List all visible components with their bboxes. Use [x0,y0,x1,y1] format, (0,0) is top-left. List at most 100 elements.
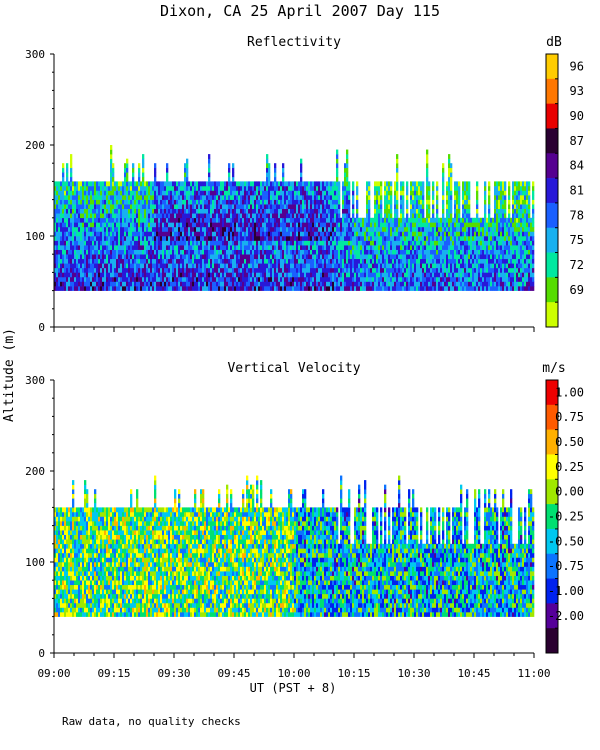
heatmap-cell [124,208,127,214]
heatmap-cell [302,272,305,278]
heatmap-cell [62,267,65,273]
heatmap-cell [378,254,381,260]
heatmap-cell [356,245,359,250]
heatmap-cell [216,181,219,187]
heatmap-cell [236,258,239,264]
heatmap-cell [126,267,129,273]
heatmap-cell [286,245,289,250]
heatmap-cell [94,222,97,228]
heatmap-cell [166,195,169,200]
heatmap-cell [326,190,329,196]
heatmap-cell [212,276,215,282]
heatmap-cell [114,267,117,273]
heatmap-cell [168,222,171,228]
heatmap-cell [452,236,455,241]
heatmap-cell [96,267,99,273]
heatmap-cell [166,272,169,278]
heatmap-cell [460,272,463,278]
heatmap-cell [462,231,465,237]
heatmap-cell [438,240,441,246]
heatmap-cell [132,231,135,237]
heatmap-cell [252,199,255,205]
heatmap-cell [222,226,225,232]
heatmap-cell [194,263,197,269]
heatmap-cell [60,226,63,232]
heatmap-cell [200,231,203,237]
heatmap-cell [186,263,189,269]
heatmap-cell [70,208,73,214]
heatmap-cell [270,226,273,232]
heatmap-cell [332,263,335,269]
heatmap-cell [96,286,99,291]
heatmap-cell [458,185,461,191]
heatmap-cell [286,208,289,214]
heatmap-cell [198,217,201,223]
heatmap-cell [348,208,351,214]
heatmap-cell [162,190,165,196]
heatmap-cell [186,163,189,169]
heatmap-cell [106,263,109,269]
heatmap-cell [372,249,375,255]
heatmap-cell [246,231,249,237]
heatmap-cell [384,195,387,200]
heatmap-cell [194,236,197,241]
heatmap-cell [428,254,431,260]
heatmap-cell [324,195,327,200]
heatmap-cell [130,213,133,219]
heatmap-cell [282,249,285,255]
heatmap-cell [396,249,399,255]
heatmap-cell [114,204,117,209]
heatmap-cell [134,195,137,200]
heatmap-cell [258,190,261,196]
heatmap-cell [252,240,255,246]
heatmap-cell [76,272,79,278]
heatmap-cell [126,204,129,209]
heatmap-cell [94,249,97,255]
heatmap-cell [102,181,105,187]
heatmap-cell [234,185,237,191]
heatmap-cell [146,222,149,228]
heatmap-cell [354,254,357,260]
heatmap-cell [406,217,409,223]
heatmap-cell [470,231,473,237]
heatmap-cell [96,272,99,278]
heatmap-cell [184,204,187,209]
heatmap-cell [182,213,185,219]
heatmap-cell [304,263,307,269]
heatmap-cell [228,195,231,200]
heatmap-cell [454,263,457,269]
heatmap-cell [374,190,377,196]
heatmap-cell [444,286,447,291]
heatmap-cell [156,181,159,187]
heatmap-cell [376,226,379,232]
heatmap-cell [88,226,91,232]
heatmap-cell [84,240,87,246]
heatmap-cell [54,254,57,260]
heatmap-cell [160,281,163,287]
heatmap-cell [332,195,335,200]
heatmap-cell [202,267,205,273]
heatmap-cell [368,267,371,273]
heatmap-cell [420,286,423,291]
heatmap-cell [168,199,171,205]
heatmap-cell [472,226,475,232]
heatmap-cell [408,231,411,237]
heatmap-cell [248,276,251,282]
heatmap-cell [224,249,227,255]
heatmap-cell [332,204,335,209]
heatmap-cell [314,240,317,246]
heatmap-cell [186,258,189,264]
heatmap-cell [442,185,445,191]
heatmap-cell [124,272,127,278]
heatmap-cell [470,258,473,264]
heatmap-cell [154,190,157,196]
heatmap-cell [170,226,173,232]
heatmap-cell [186,245,189,250]
heatmap-cell [104,181,107,187]
heatmap-cell [268,185,271,191]
heatmap-cell [138,185,141,191]
heatmap-cell [72,222,75,228]
heatmap-cell [304,190,307,196]
heatmap-cell [346,276,349,282]
heatmap-cell [76,213,79,219]
